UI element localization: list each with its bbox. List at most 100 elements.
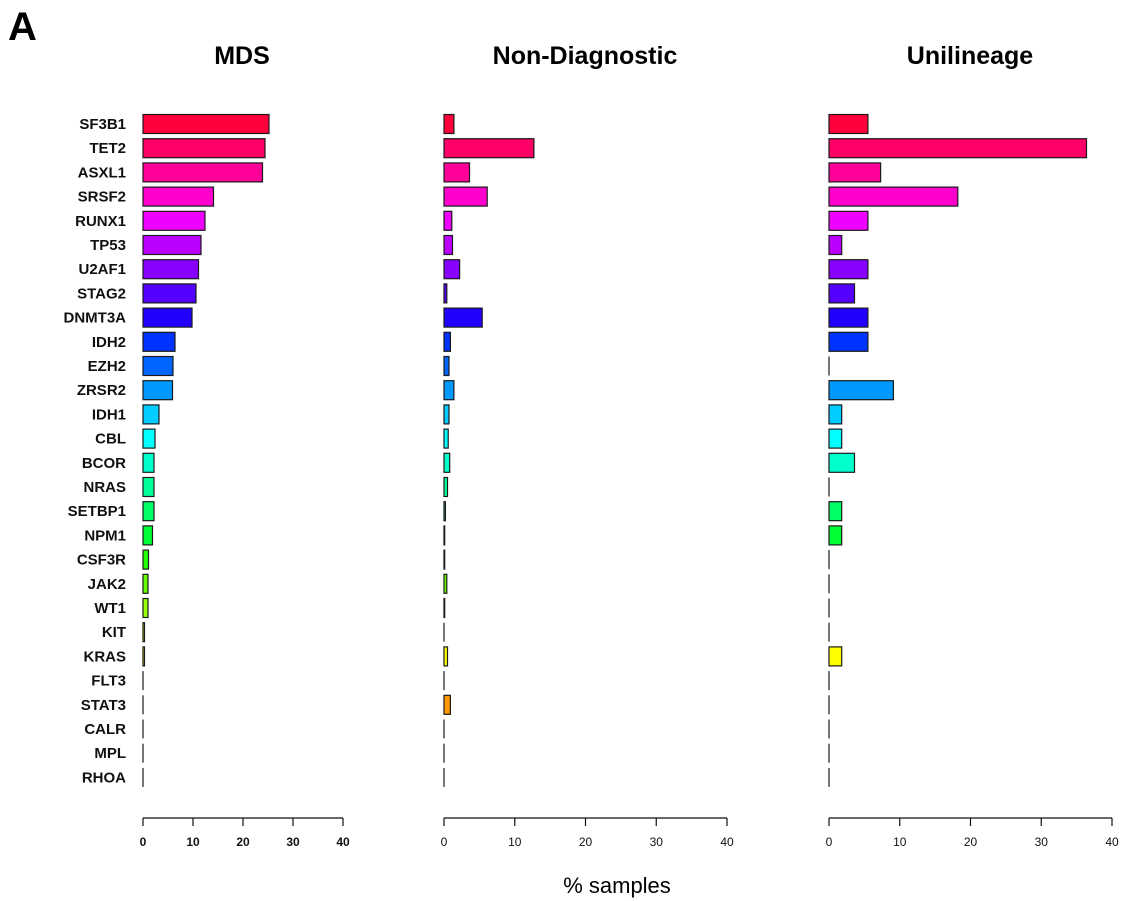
bar-zrsr2: [443, 380, 455, 401]
bar-kras: [828, 646, 843, 667]
bar-kit: [142, 622, 146, 643]
bar-tp53: [443, 234, 454, 256]
x-tick-label: 10: [508, 835, 522, 849]
gene-label-jak2: JAK2: [88, 576, 126, 593]
bar-csf3r: [443, 549, 446, 570]
panel-title: Non-Diagnostic: [493, 42, 678, 70]
bar-tet2: [443, 138, 535, 159]
x-tick-label: 40: [720, 835, 734, 849]
bar-sf3b1: [142, 113, 270, 135]
bar-kras: [443, 646, 449, 667]
bar-asxl1: [443, 162, 471, 183]
bar-ezh2: [443, 355, 450, 377]
gene-label-ezh2: EZH2: [88, 358, 126, 375]
bar-idh1: [142, 404, 160, 425]
bar-npm1: [142, 525, 154, 546]
bar-idh1: [828, 404, 843, 425]
bar-sf3b1: [828, 113, 869, 135]
gene-label-srsf2: SRSF2: [78, 189, 126, 206]
bar-asxl1: [142, 162, 264, 183]
bar-setbp1: [443, 501, 446, 522]
bar-nras: [142, 476, 155, 498]
x-tick-label: 40: [1105, 835, 1119, 849]
x-tick-label: 30: [1035, 835, 1049, 849]
bar-setbp1: [828, 501, 843, 522]
gene-label-csf3r: CSF3R: [77, 552, 126, 569]
bar-csf3r: [142, 549, 150, 570]
bar-tet2: [142, 138, 266, 159]
bar-nras: [443, 476, 449, 498]
gene-label-rhoa: RHOA: [82, 769, 126, 786]
x-axis-label: % samples: [563, 873, 671, 898]
gene-label-stat3: STAT3: [81, 697, 126, 714]
gene-label-stag2: STAG2: [77, 285, 126, 302]
bar-npm1: [828, 525, 843, 546]
bar-u2af1: [828, 259, 869, 280]
bar-dnmt3a: [443, 307, 483, 328]
x-tick-label: 10: [186, 835, 200, 849]
panel-unilineage: Unilineage 0 10 20 30 40: [826, 42, 1119, 849]
bar-u2af1: [142, 259, 200, 280]
x-tick-label: 30: [286, 835, 300, 849]
gene-label-flt3: FLT3: [91, 673, 126, 690]
bar-idh2: [443, 331, 452, 352]
gene-label-mpl: MPL: [94, 745, 126, 762]
bar-dnmt3a: [828, 307, 869, 328]
bar-sf3b1: [443, 113, 455, 135]
bar-runx1: [142, 210, 206, 231]
bar-ezh2: [142, 355, 174, 377]
bar-asxl1: [828, 162, 882, 183]
bar-bcor: [443, 452, 451, 473]
gene-label-idh1: IDH1: [92, 406, 126, 423]
bar-dnmt3a: [142, 307, 193, 328]
x-tick-label: 0: [826, 835, 833, 849]
gene-label-kras: KRAS: [83, 648, 126, 665]
gene-label-runx1: RUNX1: [75, 213, 126, 230]
gene-label-sf3b1: SF3B1: [79, 116, 126, 133]
bar-wt1: [443, 597, 446, 619]
bar-stag2: [828, 283, 856, 304]
x-tick-label: 20: [964, 835, 978, 849]
gene-label-setbp1: SETBP1: [68, 503, 126, 520]
panel-non-diagnostic: Non-Diagnostic 0 10 20 30 40: [441, 42, 734, 849]
bar-wt1: [142, 597, 149, 619]
gene-label-zrsr2: ZRSR2: [77, 382, 126, 399]
bar-tet2: [828, 138, 1088, 159]
bar-bcor: [142, 452, 155, 473]
bar-bcor: [828, 452, 856, 473]
bar-npm1: [443, 525, 446, 546]
bar-stag2: [443, 283, 448, 304]
bar-idh2: [828, 331, 869, 352]
bar-srsf2: [828, 186, 959, 207]
x-tick-label: 0: [441, 835, 448, 849]
panel-title: MDS: [214, 42, 270, 70]
bar-tp53: [828, 234, 843, 256]
bar-tp53: [142, 234, 202, 256]
gene-label-npm1: NPM1: [84, 527, 126, 544]
bar-srsf2: [443, 186, 488, 207]
bar-runx1: [443, 210, 453, 231]
x-tick-label: 10: [893, 835, 907, 849]
x-tick-label: 30: [650, 835, 664, 849]
x-tick-label: 40: [336, 835, 350, 849]
gene-label-idh2: IDH2: [92, 334, 126, 351]
bar-runx1: [828, 210, 869, 231]
panel-title: Unilineage: [907, 42, 1034, 70]
gene-label-kit: KIT: [102, 624, 126, 641]
gene-label-calr: CALR: [84, 721, 126, 738]
gene-labels: SF3B1 TET2 ASXL1 SRSF2 RUNX1 TP53 U2AF1 STAG2 DN…: [64, 116, 127, 786]
panel-letter: A: [8, 5, 37, 49]
gene-label-nras: NRAS: [83, 479, 126, 496]
bar-kras: [142, 646, 146, 667]
bar-stat3: [443, 694, 452, 715]
bar-jak2: [142, 573, 149, 594]
bar-cbl: [142, 428, 156, 449]
gene-label-wt1: WT1: [94, 600, 126, 617]
bar-srsf2: [142, 186, 215, 207]
bar-cbl: [443, 428, 449, 449]
bar-idh2: [142, 331, 176, 352]
gene-label-cbl: CBL: [95, 431, 126, 448]
gene-label-dnmt3a: DNMT3A: [64, 310, 127, 327]
